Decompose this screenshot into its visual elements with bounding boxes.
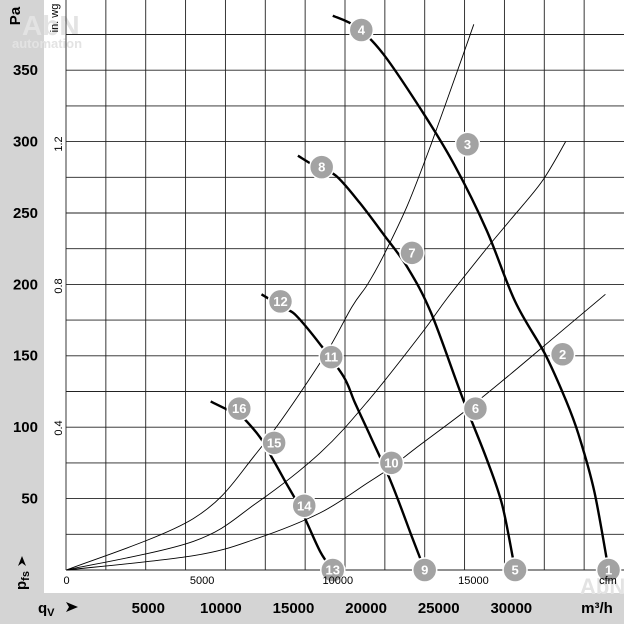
y-tick-inwg: 0.8: [53, 278, 65, 293]
operating-point-6: 6: [462, 395, 489, 422]
system-curve-2: [66, 141, 567, 571]
system-curve-1: [66, 24, 475, 571]
marker-circle: [462, 395, 489, 422]
operating-point-2: 2: [549, 341, 576, 368]
x-tick-cfm: 5000: [190, 575, 214, 587]
marker-label: 16: [232, 401, 246, 416]
x-tick-cfm: 0: [63, 575, 69, 587]
fan-curve-1: [332, 14, 610, 571]
marker-label: 12: [273, 294, 287, 309]
operating-point-4: 4: [348, 17, 375, 43]
x-tick-m3h: 30000: [490, 600, 532, 617]
operating-point-12: 12: [267, 288, 294, 315]
marker-circle: [320, 557, 346, 583]
marker-circle: [318, 344, 344, 370]
operating-point-9: 9: [411, 557, 438, 583]
operating-point-1: 1: [595, 557, 622, 583]
marker-label: 5: [511, 563, 518, 578]
operating-point-8: 8: [308, 154, 335, 180]
marker-circle: [261, 430, 287, 456]
y-tick-pa: 150: [13, 348, 38, 365]
marker-circle: [291, 492, 317, 519]
y-tick-pa: 250: [13, 205, 38, 222]
y-tick-pa: 350: [13, 62, 38, 79]
y-tick-pa: 200: [13, 276, 38, 293]
marker-label: 11: [324, 350, 338, 365]
operating-point-10: 10: [378, 450, 405, 476]
marker-circle: [267, 288, 294, 315]
x-tick-cfm: 10000: [323, 575, 354, 587]
marker-label: 8: [318, 160, 325, 175]
x-tick-cfm: 15000: [458, 575, 489, 587]
marker-label: 6: [472, 401, 479, 416]
operating-point-16: 16: [226, 395, 253, 422]
x-unit-m3h: m³/h: [581, 600, 613, 617]
x-tick-m3h: 20000: [345, 600, 387, 617]
left-axis-band: [0, 0, 44, 624]
operating-point-14: 14: [291, 492, 317, 519]
watermark-automation: automation: [12, 36, 82, 51]
marker-label: 10: [384, 455, 398, 470]
marker-circle: [348, 17, 375, 43]
marker-label: 2: [559, 347, 566, 362]
marker-label: 4: [358, 23, 366, 38]
bottom-axis-band: [0, 593, 624, 624]
operating-point-5: 5: [502, 557, 528, 583]
marker-label: 1: [605, 563, 612, 578]
fan-curves: [210, 14, 610, 571]
x-tick-m3h: 25000: [418, 600, 460, 617]
operating-point-7: 7: [399, 240, 425, 266]
marker-circle: [549, 341, 576, 368]
x-symbol-qv: qV: [38, 600, 55, 619]
marker-circle: [411, 557, 438, 583]
marker-circle: [502, 557, 528, 583]
marker-circle: [399, 240, 425, 266]
marker-circle: [378, 450, 405, 476]
x-tick-m3h: 5000: [132, 600, 165, 617]
marker-circle: [226, 395, 253, 422]
marker-circle: [454, 131, 481, 158]
y-unit-inwg: in. wg: [49, 4, 61, 33]
marker-circle: [595, 557, 622, 583]
marker-circle: [308, 154, 335, 180]
x-axis-arrow-icon: [66, 602, 78, 612]
marker-label: 13: [326, 563, 340, 578]
y-tick-inwg: 1.2: [53, 136, 65, 151]
fan-curve-4: [210, 400, 334, 571]
x-unit-cfm: cfm: [599, 575, 617, 587]
operating-point-13: 13: [320, 557, 346, 583]
y-tick-inwg: 0.4: [53, 420, 65, 435]
watermark-brand-top: AbN: [22, 10, 80, 41]
operating-point-11: 11: [318, 344, 344, 370]
x-tick-m3h: 15000: [273, 600, 315, 617]
operating-point-3: 3: [454, 131, 481, 158]
y-axis-arrow-icon: [18, 556, 26, 566]
marker-label: 7: [408, 245, 415, 260]
x-tick-m3h: 10000: [200, 600, 242, 617]
y-unit-pa: Pa: [7, 6, 24, 25]
marker-label: 15: [267, 435, 281, 450]
marker-label: 9: [421, 563, 428, 578]
y-tick-pa: 100: [13, 419, 38, 436]
marker-label: 3: [464, 137, 471, 152]
fan-curve-3: [260, 293, 426, 571]
y-tick-pa: 50: [21, 491, 38, 508]
operating-point-15: 15: [261, 430, 287, 456]
chart-grid: [65, 0, 624, 571]
marker-label: 14: [297, 498, 312, 513]
y-symbol-pfs: pfs: [13, 571, 32, 590]
y-tick-pa: 300: [13, 133, 38, 150]
